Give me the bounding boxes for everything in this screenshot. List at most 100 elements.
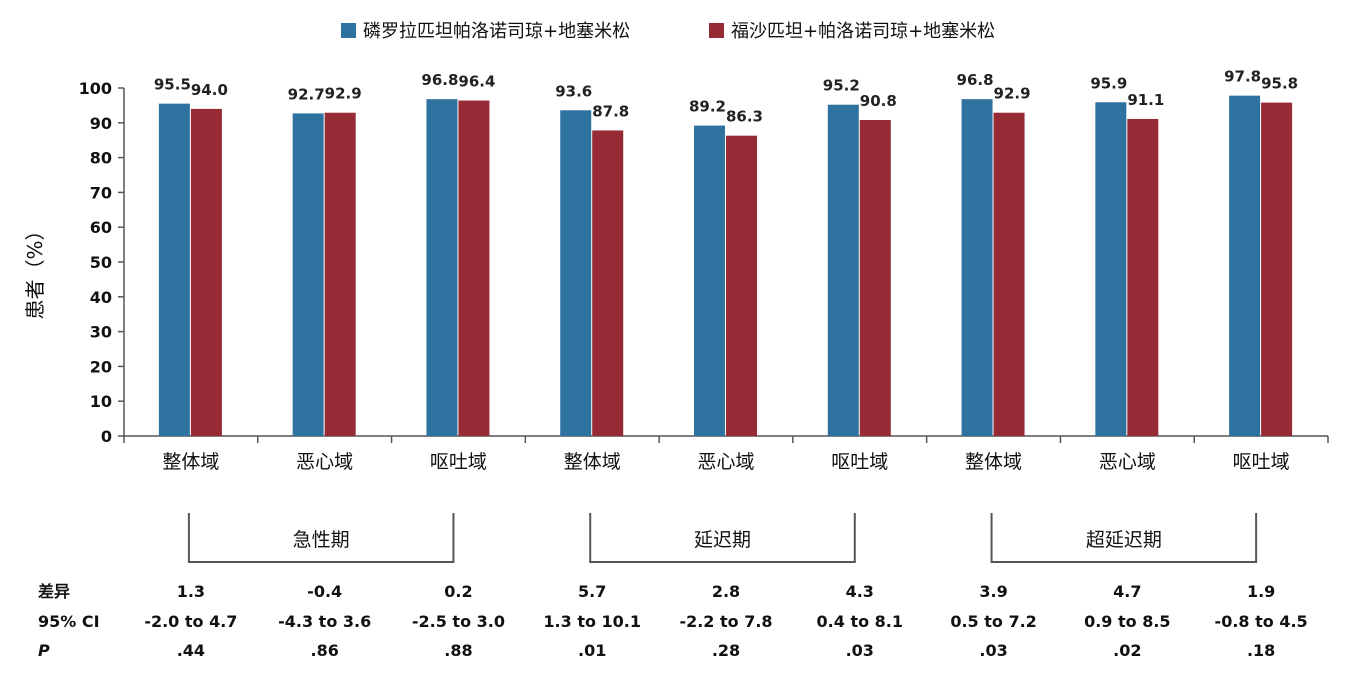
bar-s2-3: [458, 100, 490, 436]
category-label-1: 整体域: [162, 451, 219, 473]
bar-s1-4: [560, 110, 592, 436]
y-tick-label-0: 0: [101, 427, 112, 446]
stats-row-label-p: P: [38, 641, 50, 660]
bar-s2-8: [1127, 118, 1159, 437]
category-label-8: 恶心域: [1099, 451, 1156, 473]
data-label-s1-9: 97.8: [1224, 68, 1261, 86]
data-label-s1-7: 96.8: [957, 71, 994, 89]
stat-ci-5: -2.2 to 7.8: [679, 612, 772, 631]
bar-s2-5: [726, 135, 757, 436]
legend-label-2: 福沙匹坦+帕洛诺司琼+地塞米松: [731, 21, 995, 42]
category-label-5: 恶心域: [697, 451, 754, 473]
y-tick-label-80: 80: [90, 149, 112, 168]
x-axis: [123, 435, 1329, 443]
stat-p-4: .01: [578, 641, 606, 660]
y-tick-label-90: 90: [90, 114, 112, 133]
bar-s1-3: [426, 99, 458, 437]
bar-s1-2: [292, 113, 324, 437]
data-label-s1-8: 95.9: [1090, 74, 1127, 92]
stat-diff-8: 4.7: [1113, 582, 1141, 601]
stat-ci-9: -0.8 to 4.5: [1215, 612, 1308, 631]
stat-p-8: .02: [1113, 641, 1141, 660]
category-label-7: 整体域: [965, 451, 1022, 473]
stat-ci-2: -4.3 to 3.6: [278, 612, 371, 631]
stat-diff-1: 1.3: [177, 582, 205, 601]
stat-ci-4: 1.3 to 10.1: [543, 612, 641, 631]
y-tick-label-100: 100: [79, 79, 112, 98]
stat-diff-3: 0.2: [444, 582, 472, 601]
data-label-s2-8: 91.1: [1127, 91, 1164, 109]
stat-diff-9: 1.9: [1247, 582, 1275, 601]
data-label-s2-9: 95.8: [1261, 75, 1298, 93]
y-tick-label-60: 60: [90, 218, 112, 237]
stat-ci-6: 0.4 to 8.1: [817, 612, 903, 631]
stat-p-9: .18: [1247, 641, 1275, 660]
data-label-s1-3: 96.8: [421, 71, 458, 89]
category-labels: 整体域 恶心域 呕吐域 整体域 恶心域 呕吐域 整体域 恶心域 呕吐域: [162, 451, 1289, 473]
category-label-3: 呕吐域: [430, 451, 487, 473]
bar-s2-7: [993, 112, 1025, 436]
stat-ci-3: -2.5 to 3.0: [412, 612, 505, 631]
phase-label-3: 超延迟期: [1086, 529, 1162, 551]
stat-diff-6: 4.3: [846, 582, 874, 601]
legend-label-1: 磷罗拉匹坦帕洛诺司琼+地塞米松: [363, 21, 630, 42]
data-label-s2-4: 87.8: [592, 102, 629, 120]
data-label-s2-5: 86.3: [726, 108, 763, 126]
y-tick-label-20: 20: [90, 357, 112, 376]
data-label-s1-6: 95.2: [823, 77, 860, 95]
bar-s1-1: [158, 103, 190, 436]
bar-s1-5: [694, 125, 725, 437]
bar-s2-2: [324, 112, 356, 436]
phase-bracket-3: [990, 513, 1258, 563]
y-axis: 0 10 20 30 40 50 60 70 80 90 100 患者（%）: [23, 79, 125, 446]
y-axis-title: 患者（%）: [23, 220, 47, 319]
legend: 磷罗拉匹坦帕洛诺司琼+地塞米松 福沙匹坦+帕洛诺司琼+地塞米松: [341, 21, 995, 42]
y-tick-label-10: 10: [90, 392, 112, 411]
data-label-s2-3: 96.4: [458, 73, 495, 91]
bar-s1-9: [1229, 95, 1261, 436]
data-label-s2-7: 92.9: [994, 85, 1031, 103]
category-label-6: 呕吐域: [831, 451, 888, 473]
phase-bracket-1: [187, 513, 455, 563]
y-tick-label-40: 40: [90, 288, 112, 307]
stat-p-5: .28: [712, 641, 740, 660]
category-label-2: 恶心域: [296, 451, 353, 473]
legend-swatch-1: [341, 23, 356, 38]
data-label-s2-1: 94.0: [191, 81, 228, 99]
phase-label-2: 延迟期: [694, 529, 751, 551]
stats-table: 差异 1.3 -0.4 0.2 5.7 2.8 4.3 3.9 4.7 1.9 95% CI -2.0…: [38, 582, 1308, 660]
stat-p-3: .88: [444, 641, 472, 660]
stat-ci-7: 0.5 to 7.2: [950, 612, 1036, 631]
data-label-s2-2: 92.9: [325, 85, 362, 103]
phase-bracket-2: [589, 513, 856, 563]
phase-label-1: 急性期: [293, 529, 350, 551]
bar-s2-1: [190, 108, 222, 436]
stat-ci-8: 0.9 to 8.5: [1084, 612, 1170, 631]
category-label-4: 整体域: [564, 451, 621, 473]
stats-row-label-ci: 95% CI: [38, 612, 100, 631]
stat-p-7: .03: [979, 641, 1007, 660]
bar-s1-6: [827, 104, 859, 436]
stat-diff-2: -0.4: [307, 582, 342, 601]
data-label-s1-4: 93.6: [555, 82, 592, 100]
bar-labels: 95.5 92.7 96.8 93.6 89.2 95.2 96.8 95.9 97.8 94.0…: [154, 68, 1298, 126]
legend-swatch-2: [709, 23, 724, 38]
bar-s1-8: [1095, 102, 1127, 436]
phase-brackets: 急性期 延迟期 超延迟期: [187, 513, 1258, 563]
category-label-9: 呕吐域: [1233, 451, 1290, 473]
stat-ci-1: -2.0 to 4.7: [144, 612, 237, 631]
stats-row-label-diff: 差异: [38, 582, 70, 601]
stat-p-6: .03: [846, 641, 874, 660]
stat-p-1: .44: [177, 641, 205, 660]
bar-s1-7: [961, 99, 993, 437]
y-tick-label-70: 70: [90, 183, 112, 202]
data-label-s1-5: 89.2: [689, 98, 726, 116]
bar-s2-4: [592, 130, 624, 436]
stat-diff-4: 5.7: [578, 582, 606, 601]
data-label-s2-6: 90.8: [860, 92, 897, 110]
bar-s2-9: [1261, 102, 1293, 436]
y-tick-label-50: 50: [90, 253, 112, 272]
bars: [158, 95, 1293, 437]
stat-p-2: .86: [310, 641, 338, 660]
